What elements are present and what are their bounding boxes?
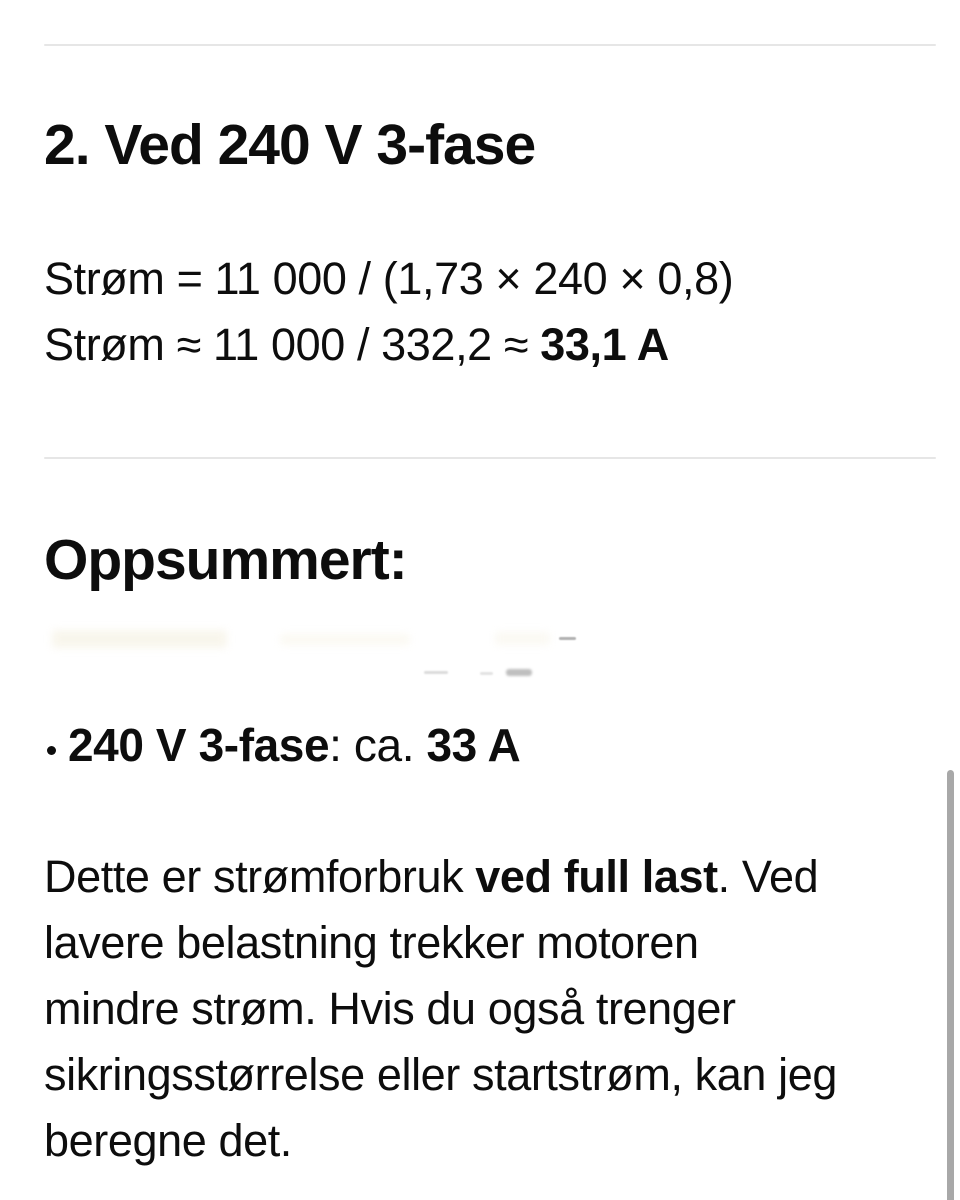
formula-line-2: Strøm ≈ 11 000 / 332,2 ≈ 33,1 A	[44, 312, 733, 378]
bullet-value: 33 A	[426, 719, 521, 771]
formula-line-2-result: 33,1 A	[540, 319, 669, 370]
formula-line-1-text: Strøm = 11 000 / (1,73 × 240 × 0,8)	[44, 253, 734, 304]
section-heading-summary: Oppsummert:	[44, 528, 408, 592]
summary-bullet-item: 240 V 3-fase: ca. 33 A	[68, 712, 521, 778]
bullet-icon	[47, 746, 56, 755]
closing-paragraph: Dette er strømforbruk ved full last. Ved…	[44, 844, 944, 1174]
erased-text-artifact	[52, 630, 227, 648]
formula-line-2-prefix: Strøm ≈ 11 000 / 332,2 ≈	[44, 319, 541, 370]
formula-line-1: Strøm = 11 000 / (1,73 × 240 × 0,8)	[44, 246, 734, 312]
scrollbar-thumb[interactable]	[947, 770, 954, 1200]
section-divider-middle	[44, 457, 936, 459]
closing-paragraph-bold: ved full last	[475, 851, 718, 902]
formula-block: Strøm = 11 000 / (1,73 × 240 × 0,8) Strø…	[44, 246, 734, 378]
bullet-label: 240 V 3-fase	[68, 719, 330, 771]
section-heading-240v: 2. Ved 240 V 3-fase	[44, 113, 536, 177]
erased-text-artifact	[559, 637, 576, 640]
erased-text-artifact	[424, 671, 448, 674]
erased-text-artifact	[506, 669, 532, 676]
erased-text-artifact	[280, 634, 410, 645]
closing-paragraph-part2: . Ved lavere belastning trekker motoren …	[44, 851, 837, 1166]
closing-paragraph-part1: Dette er strømforbruk	[44, 851, 476, 902]
erased-text-artifact	[480, 672, 493, 675]
erased-text-artifact	[495, 632, 550, 645]
bullet-separator: : ca.	[329, 719, 427, 771]
section-divider-top	[44, 44, 936, 46]
